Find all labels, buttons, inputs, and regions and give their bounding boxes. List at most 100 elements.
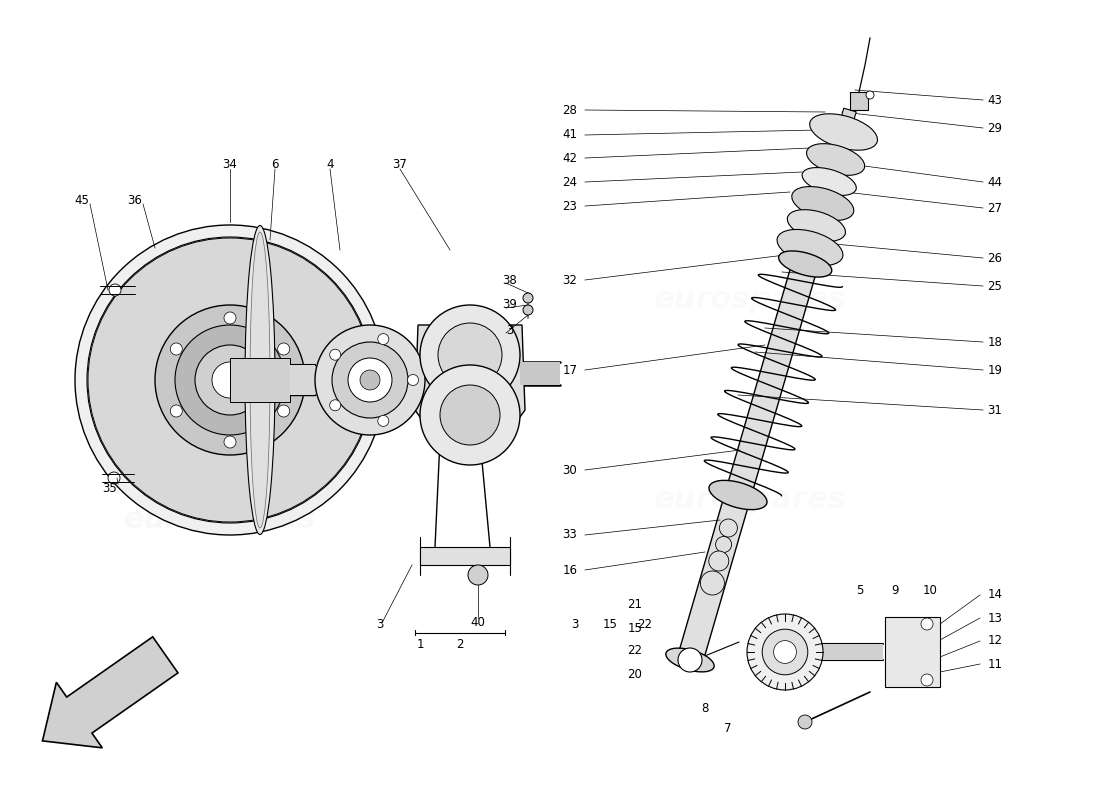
Circle shape [175, 325, 285, 435]
Bar [886, 617, 940, 687]
Text: 27: 27 [988, 202, 1002, 214]
Text: 39: 39 [503, 298, 517, 311]
Ellipse shape [792, 186, 854, 221]
Circle shape [360, 370, 379, 390]
Text: 41: 41 [562, 129, 578, 142]
Text: 45: 45 [75, 194, 89, 206]
Text: 2: 2 [456, 638, 464, 651]
Text: 19: 19 [988, 363, 1002, 377]
Text: 20: 20 [628, 667, 642, 681]
Circle shape [87, 237, 373, 523]
Text: 31: 31 [988, 403, 1002, 417]
Circle shape [277, 405, 289, 417]
Circle shape [921, 618, 933, 630]
Circle shape [195, 345, 265, 415]
Circle shape [522, 305, 534, 315]
Circle shape [708, 551, 729, 571]
Ellipse shape [802, 167, 856, 195]
Ellipse shape [250, 232, 270, 528]
Text: 40: 40 [471, 615, 485, 629]
Circle shape [330, 350, 341, 360]
Circle shape [701, 571, 725, 595]
Circle shape [747, 614, 823, 690]
Text: 21: 21 [627, 598, 642, 611]
Text: eurospares: eurospares [653, 486, 846, 514]
Text: 3: 3 [506, 323, 514, 337]
Text: 17: 17 [562, 363, 578, 377]
Ellipse shape [810, 114, 878, 150]
Circle shape [468, 565, 488, 585]
Circle shape [155, 305, 305, 455]
Text: 24: 24 [562, 175, 578, 189]
Ellipse shape [779, 251, 832, 277]
Ellipse shape [777, 230, 843, 266]
Circle shape [438, 323, 502, 387]
Text: 22: 22 [627, 645, 642, 658]
Ellipse shape [245, 226, 275, 534]
Polygon shape [290, 365, 315, 395]
Text: 12: 12 [988, 634, 1002, 647]
Circle shape [377, 415, 388, 426]
Text: 35: 35 [102, 482, 118, 494]
Text: 9: 9 [891, 583, 899, 597]
Text: 30: 30 [562, 463, 578, 477]
Text: 32: 32 [562, 274, 578, 286]
Circle shape [773, 641, 796, 663]
Circle shape [108, 472, 120, 484]
Text: 29: 29 [988, 122, 1002, 134]
Circle shape [224, 312, 236, 324]
Circle shape [224, 436, 236, 448]
Circle shape [440, 385, 500, 445]
Circle shape [315, 325, 425, 435]
Circle shape [762, 629, 807, 675]
Circle shape [109, 284, 121, 296]
Circle shape [170, 405, 183, 417]
Circle shape [332, 342, 408, 418]
Circle shape [88, 238, 372, 522]
Text: 7: 7 [724, 722, 732, 734]
Polygon shape [799, 108, 856, 266]
Text: 5: 5 [856, 583, 864, 597]
Text: 14: 14 [988, 589, 1002, 602]
Circle shape [420, 305, 520, 405]
Circle shape [277, 343, 289, 355]
Circle shape [866, 91, 874, 99]
Bar [850, 92, 868, 110]
Text: 4: 4 [327, 158, 333, 171]
Circle shape [522, 293, 534, 303]
Text: 44: 44 [988, 175, 1002, 189]
Text: 18: 18 [988, 335, 1002, 349]
Text: 26: 26 [988, 251, 1002, 265]
Text: 1: 1 [416, 638, 424, 651]
Text: 37: 37 [393, 158, 407, 171]
Text: 23: 23 [562, 199, 578, 213]
Text: 22: 22 [638, 618, 652, 631]
Text: 25: 25 [988, 279, 1002, 293]
Circle shape [330, 400, 341, 410]
Text: 16: 16 [562, 563, 578, 577]
Ellipse shape [806, 144, 865, 175]
Text: 3: 3 [376, 618, 384, 631]
Circle shape [348, 358, 392, 402]
Text: 33: 33 [562, 529, 578, 542]
Ellipse shape [788, 210, 846, 242]
Text: eurospares: eurospares [123, 266, 317, 294]
Text: 43: 43 [988, 94, 1002, 106]
Text: eurospares: eurospares [653, 286, 846, 314]
Circle shape [407, 374, 418, 386]
Circle shape [719, 519, 737, 537]
Text: 28: 28 [562, 103, 578, 117]
Text: 6: 6 [272, 158, 278, 171]
Text: 10: 10 [923, 583, 937, 597]
Bar [420, 547, 510, 565]
Circle shape [716, 537, 732, 553]
Polygon shape [678, 250, 821, 664]
Polygon shape [43, 637, 178, 748]
Ellipse shape [710, 480, 767, 510]
Text: 38: 38 [503, 274, 517, 286]
Text: eurospares: eurospares [123, 506, 317, 534]
Circle shape [921, 674, 933, 686]
Text: 36: 36 [128, 194, 142, 206]
Text: 11: 11 [988, 658, 1002, 670]
Circle shape [798, 715, 812, 729]
